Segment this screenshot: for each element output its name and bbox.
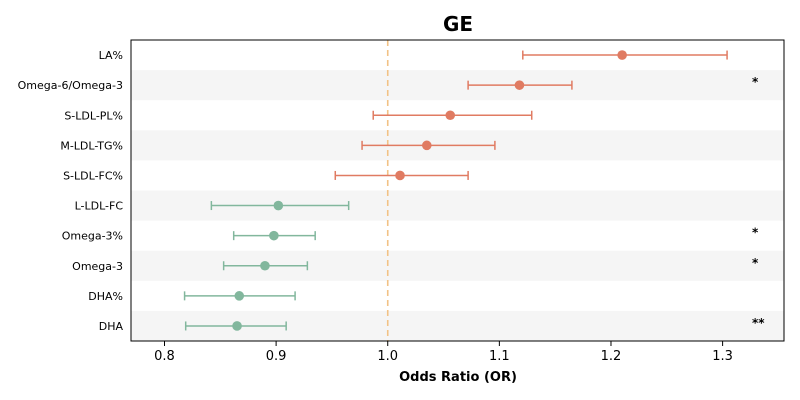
forest-row: M-LDL-TG% <box>60 139 496 152</box>
point-estimate <box>260 260 270 271</box>
forest-row: Omega-3% * <box>62 226 759 243</box>
row-label: M-LDL-TG% <box>60 139 123 152</box>
forest-row: DHA ** <box>99 316 766 333</box>
point-estimate <box>445 110 456 121</box>
point-estimate <box>617 50 627 60</box>
row-label: DHA% <box>88 290 123 303</box>
forest-row: L-LDL-FC <box>75 200 350 213</box>
point-estimate <box>514 80 525 90</box>
point-estimate <box>395 170 405 181</box>
chart-title: GE <box>443 12 473 36</box>
row-label: Omega-3 <box>72 260 123 273</box>
row-label: LA% <box>99 49 123 62</box>
point-estimate <box>422 140 432 151</box>
x-tick-label: 1.3 <box>712 349 733 364</box>
significance-marker: * <box>752 75 759 89</box>
row-label: Omega-3% <box>62 230 123 243</box>
point-estimate <box>273 200 284 211</box>
row-label: L-LDL-FC <box>75 200 124 213</box>
forest-row: DHA% <box>88 290 296 303</box>
point-estimate <box>234 291 245 301</box>
row-band <box>131 70 784 101</box>
plot-frame <box>130 39 785 342</box>
forest-row: Omega-6/Omega-3 * <box>18 75 759 92</box>
x-tick-label: 1.2 <box>601 349 622 364</box>
data-rows: LA% Omega-6/Omega-3 * S-LDL-PL% M-LDL-TG% S-L… <box>18 49 766 333</box>
x-axis-label: Odds Ratio (OR) <box>399 370 517 385</box>
x-axis: 0.8 0.9 1.0 1.1 1.2 1.3 <box>154 341 733 364</box>
significance-marker: ** <box>752 316 765 330</box>
row-label: DHA <box>99 320 124 333</box>
forest-row: LA% <box>99 49 728 62</box>
point-estimate <box>232 321 242 331</box>
forest-row: S-LDL-FC% <box>63 169 469 182</box>
forest-row: S-LDL-PL% <box>64 109 533 122</box>
point-estimate <box>269 230 279 241</box>
x-tick-label: 0.9 <box>266 349 287 364</box>
x-tick-label: 1.0 <box>377 349 398 364</box>
significance-marker: * <box>752 256 759 270</box>
row-label: Omega-6/Omega-3 <box>18 79 123 92</box>
significance-marker: * <box>752 226 759 240</box>
x-tick-label: 0.8 <box>154 349 175 364</box>
x-tick-label: 1.1 <box>489 349 510 364</box>
row-label: S-LDL-PL% <box>64 109 123 122</box>
row-label: S-LDL-FC% <box>63 169 123 182</box>
forest-row: Omega-3 * <box>72 256 759 273</box>
